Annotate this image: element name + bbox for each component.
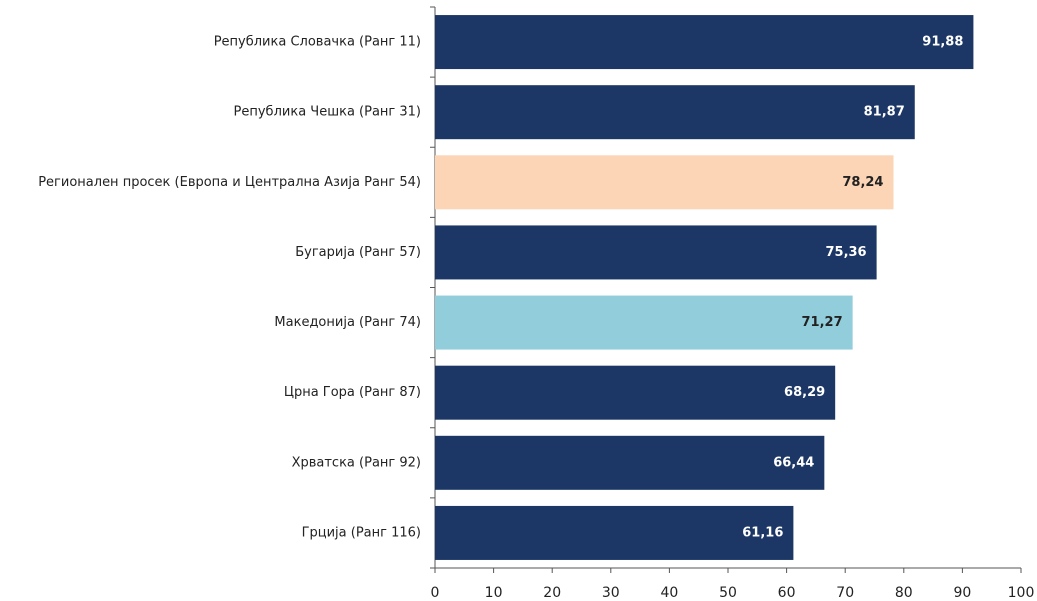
value-label: 78,24 <box>842 175 883 190</box>
x-tick-label: 60 <box>778 585 796 601</box>
x-tick-label: 20 <box>543 585 561 601</box>
bar <box>435 225 877 280</box>
x-tick-label: 50 <box>719 585 737 601</box>
value-label: 61,16 <box>742 525 783 540</box>
x-tick-label: 80 <box>895 585 913 601</box>
bar <box>435 365 836 420</box>
value-label: 75,36 <box>825 245 866 260</box>
x-tick-label: 0 <box>431 585 440 601</box>
y-tick-label: Црна Гора (Ранг 87) <box>284 385 421 400</box>
y-tick-label: Македонија (Ранг 74) <box>274 315 421 330</box>
value-label: 81,87 <box>864 105 905 120</box>
y-tick-label: Регионален просек (Европа и Централна Аз… <box>38 175 421 190</box>
x-tick-label: 10 <box>485 585 503 601</box>
y-tick-label: Грција (Ранг 116) <box>302 525 421 540</box>
bar <box>435 155 894 210</box>
x-tick-label: 100 <box>1008 585 1035 601</box>
x-tick-label: 70 <box>836 585 854 601</box>
x-tick-label: 40 <box>660 585 678 601</box>
y-tick-label: Република Словачка (Ранг 11) <box>214 35 421 50</box>
bar <box>435 505 794 560</box>
bar <box>435 435 825 490</box>
y-tick-label: Хрватска (Ранг 92) <box>292 455 421 470</box>
y-tick-label: Бугарија (Ранг 57) <box>295 245 421 260</box>
x-tick-label: 90 <box>953 585 971 601</box>
value-label: 91,88 <box>922 35 963 50</box>
value-label: 66,44 <box>773 455 814 470</box>
x-tick-label: 30 <box>602 585 620 601</box>
value-label: 71,27 <box>802 315 843 330</box>
bar <box>435 85 915 140</box>
bar <box>435 295 853 350</box>
value-label: 68,29 <box>784 385 825 400</box>
bar <box>435 15 974 70</box>
y-tick-label: Република Чешка (Ранг 31) <box>234 105 421 120</box>
